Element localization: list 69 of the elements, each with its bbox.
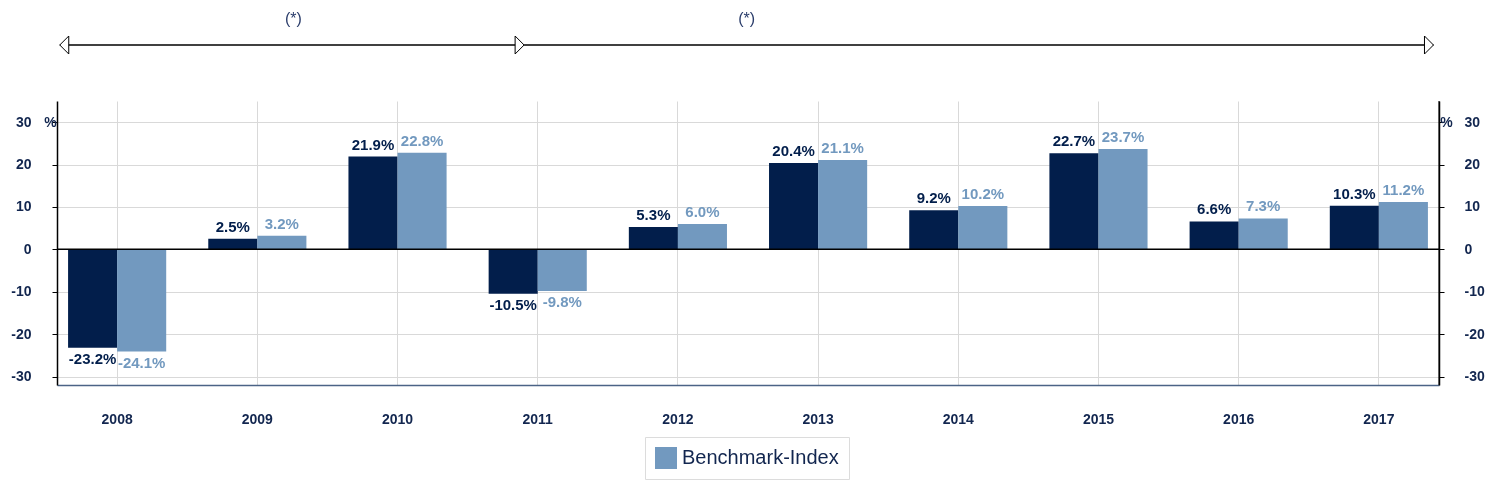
bar: [537, 249, 587, 291]
y2-tick-label: 20: [1464, 156, 1481, 173]
y-tick-label: 30: [15, 113, 32, 130]
data-label: 23.7%: [1101, 127, 1145, 145]
bar: [909, 210, 959, 250]
data-label: 3.2%: [264, 214, 299, 232]
bar: [348, 156, 398, 250]
y-tick-label: -30: [11, 368, 32, 385]
bar: [1189, 221, 1239, 250]
y2-tick-label: 30: [1464, 113, 1481, 130]
y-tick-label: -10: [11, 283, 32, 300]
x-tick-label: 2009: [241, 410, 274, 427]
y2-tick-label: 0: [1464, 240, 1473, 257]
x-tick-label: 2015: [1082, 410, 1115, 427]
bar: [818, 159, 868, 250]
legend-label: Benchmark-Index: [682, 446, 839, 468]
x-tick-label: 2008: [101, 410, 133, 427]
bar: [1238, 218, 1288, 250]
bar: [628, 226, 678, 250]
data-label: 9.2%: [916, 189, 951, 207]
bar: [397, 152, 447, 250]
y-tick-label: 10: [15, 198, 32, 215]
y2-tick-label: -20: [1464, 325, 1485, 342]
data-label: 22.8%: [400, 131, 444, 149]
data-label: 2.5%: [215, 217, 250, 235]
y-tick-label: 0: [23, 240, 32, 257]
bar: [958, 206, 1008, 250]
bar: [117, 249, 167, 352]
y2-axis-title: %: [1440, 113, 1454, 130]
bar: [1049, 153, 1099, 250]
y2-tick-label: 10: [1464, 198, 1481, 215]
text: (*): [284, 10, 302, 27]
data-label: 6.6%: [1197, 200, 1232, 218]
y2-tick-label: -10: [1464, 283, 1485, 300]
bar: [677, 223, 727, 250]
y-tick-label: -20: [11, 325, 32, 342]
x-tick-label: 2011: [522, 410, 554, 427]
data-label: -24.1%: [117, 353, 166, 371]
data-label: 20.4%: [772, 141, 815, 159]
x-tick-label: 2012: [662, 410, 694, 427]
y-tick-label: 20: [15, 156, 32, 173]
bar: [488, 249, 538, 294]
data-label: 21.1%: [821, 138, 864, 156]
x-tick-label: 2010: [381, 410, 414, 427]
data-label: 5.3%: [636, 205, 671, 223]
data-label: 11.2%: [1382, 180, 1425, 198]
x-tick-label: 2017: [1363, 410, 1395, 427]
y-axis-title: %: [44, 113, 58, 130]
data-label: 22.7%: [1052, 132, 1096, 150]
data-label: -9.8%: [542, 292, 582, 310]
y2-tick-label: -30: [1464, 368, 1485, 385]
data-label: 6.0%: [685, 202, 720, 220]
bar: [769, 162, 819, 250]
bar: [1378, 201, 1428, 250]
x-tick-label: 2013: [802, 410, 834, 427]
data-label: -23.2%: [68, 349, 117, 367]
data-label: -10.5%: [489, 295, 537, 313]
bar: [208, 238, 258, 250]
x-tick-label: 2014: [942, 410, 975, 427]
bar: [257, 235, 307, 250]
bar: [68, 249, 118, 348]
data-label: 7.3%: [1246, 197, 1281, 215]
data-label: 21.9%: [351, 135, 395, 153]
data-label: 10.2%: [961, 185, 1005, 203]
text: (*): [738, 10, 756, 27]
bar: [1098, 148, 1148, 250]
bar: [1329, 205, 1379, 250]
x-tick-label: 2016: [1223, 410, 1255, 427]
data-label: 10.3%: [1333, 184, 1376, 202]
